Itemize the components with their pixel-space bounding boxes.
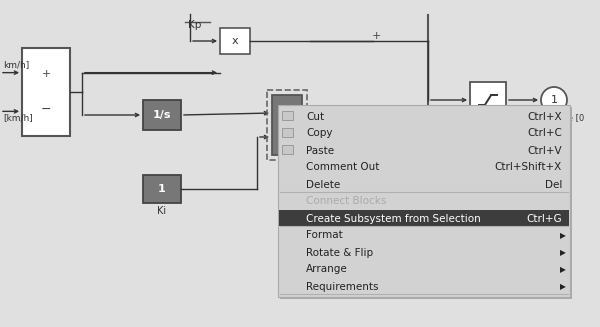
Text: ▶: ▶ [560,248,566,257]
Text: Connect Blocks: Connect Blocks [306,197,386,206]
Text: Delete: Delete [306,180,340,190]
Text: Comment Out: Comment Out [306,163,379,173]
Text: ▶: ▶ [560,265,566,274]
Bar [280,107,572,299]
Bar [143,100,181,130]
Bar [272,95,302,155]
Text: +: + [41,69,50,79]
Bar [278,105,570,297]
Text: Kp: Kp [188,20,202,30]
Text: Requirements: Requirements [306,282,379,291]
Text: Format: Format [306,231,343,240]
Text: km/h]: km/h] [3,60,29,70]
Text: 1: 1 [551,95,557,105]
Bar [279,210,569,226]
Text: Ctrl+X: Ctrl+X [527,112,562,122]
Text: Rotate & Flip: Rotate & Flip [306,248,373,257]
Text: x: x [232,36,238,46]
Text: [km/h]: [km/h] [3,113,33,123]
Text: Arrange: Arrange [306,265,348,274]
Text: Copy: Copy [306,129,332,139]
Text: ▶: ▶ [560,231,566,240]
Text: ▶: ▶ [560,282,566,291]
Bar [282,145,293,154]
Text: Create Subsystem from Selection: Create Subsystem from Selection [306,214,481,223]
Text: −: − [41,103,51,116]
Circle shape [541,87,567,113]
Text: Paste: Paste [306,146,334,156]
Text: Del: Del [545,180,562,190]
Text: 1: 1 [158,184,166,194]
Bar [267,90,307,160]
Text: Ctrl+G: Ctrl+G [526,214,562,223]
Bar [220,28,250,54]
Text: Cut: Cut [306,112,324,122]
Text: Ctrl+Shift+X: Ctrl+Shift+X [495,163,562,173]
Text: Ki: Ki [157,206,167,216]
Bar [282,111,293,120]
Text: Ctrl+V: Ctrl+V [527,146,562,156]
Bar [22,48,70,136]
Text: x: x [283,120,290,130]
Bar [143,175,181,203]
Bar [470,82,506,118]
Text: Throttle [0: Throttle [0 [540,113,584,123]
Text: Ctrl+C: Ctrl+C [527,129,562,139]
Text: 1/s: 1/s [153,110,171,120]
Text: +: + [371,31,380,41]
Bar [282,128,293,137]
